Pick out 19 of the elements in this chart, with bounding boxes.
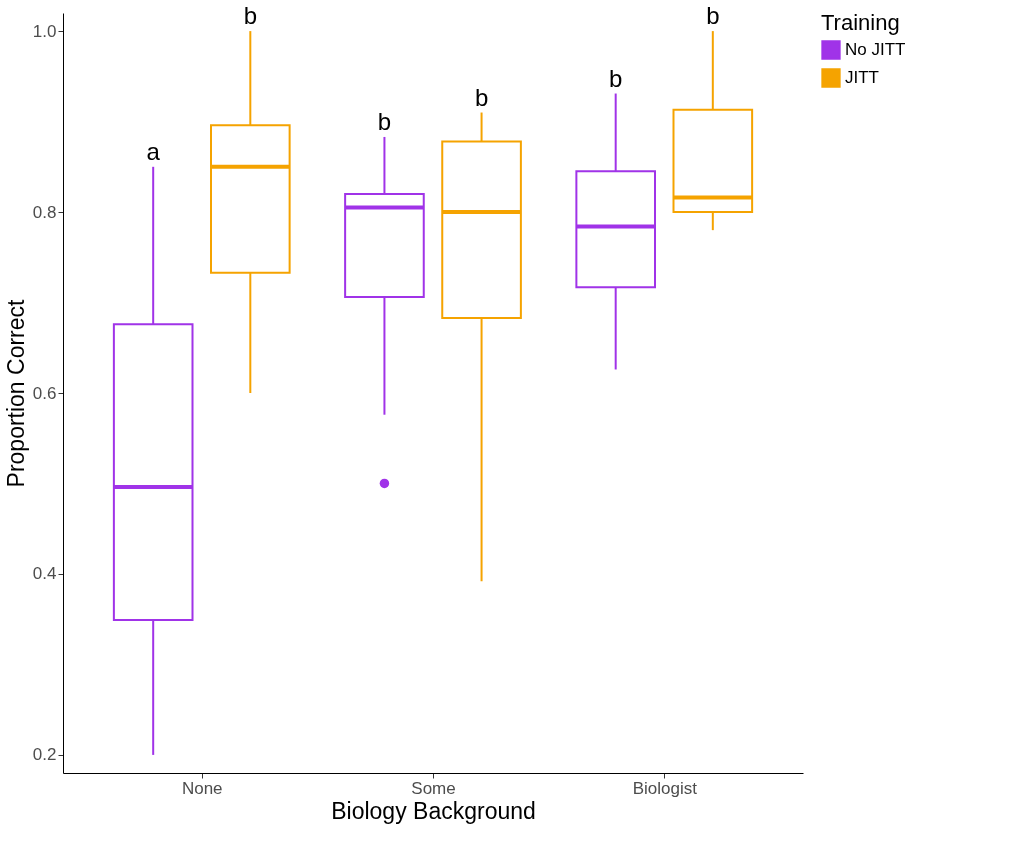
y-axis-title: Proportion Correct: [2, 298, 29, 488]
annotation: b: [243, 2, 257, 30]
y-tick-label: 0.2: [32, 745, 57, 765]
legend-label: No JITT: [845, 40, 906, 59]
y-tick-label: 0.4: [32, 564, 57, 584]
y-tick-label: 0.8: [32, 202, 57, 222]
legend-title: Training: [821, 10, 900, 35]
x-tick-label: Some: [411, 778, 456, 798]
y-tick-label: 0.6: [32, 383, 57, 403]
x-tick-label: Biologist: [632, 778, 698, 798]
annotation: b: [474, 83, 489, 111]
legend-label: JITT: [845, 68, 879, 87]
x-axis-title: Biology Background: [331, 797, 536, 824]
annotation: b: [377, 107, 392, 135]
y-tick-label: 1.0: [32, 21, 57, 41]
x-tick-label: None: [181, 778, 223, 798]
annotation: a: [146, 137, 161, 165]
annotation: b: [609, 64, 623, 92]
annotation: b: [706, 2, 720, 30]
